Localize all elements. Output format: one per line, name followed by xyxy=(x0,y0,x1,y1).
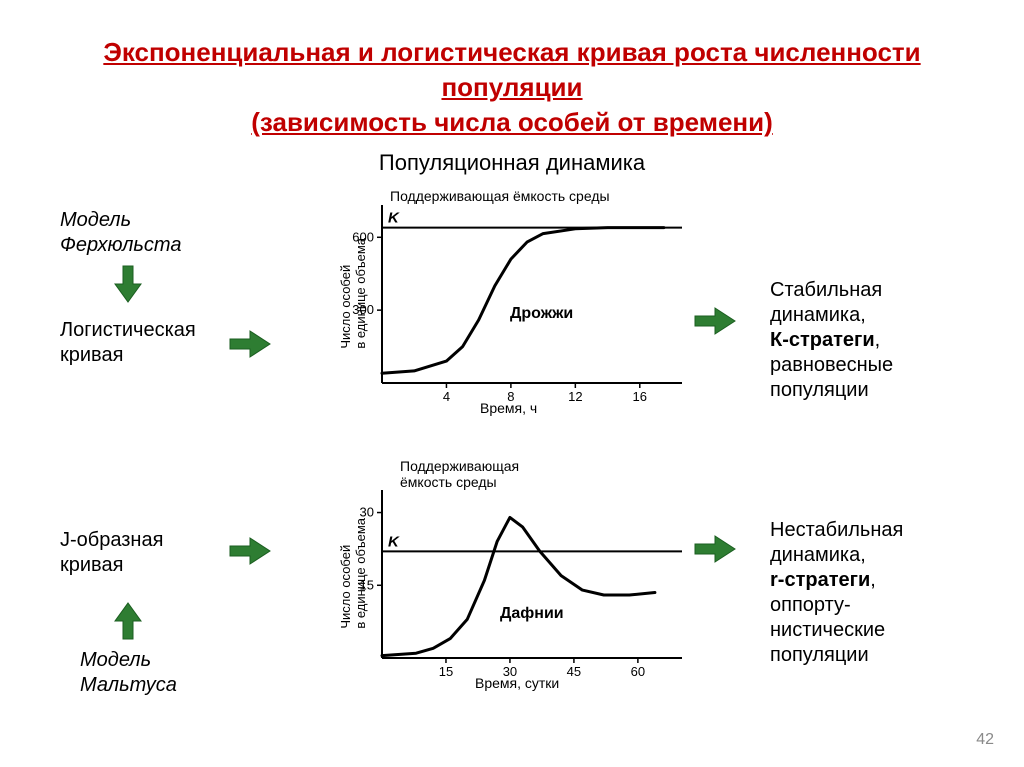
svg-text:600: 600 xyxy=(352,230,374,245)
slide-title: Экспоненциальная и логистическая кривая … xyxy=(0,0,1024,150)
x-axis-label: Время, ч xyxy=(480,400,537,416)
arrow-right-icon xyxy=(230,331,270,357)
page-number: 42 xyxy=(976,731,994,749)
svg-text:Дрожжи: Дрожжи xyxy=(510,305,573,322)
svg-text:16: 16 xyxy=(633,389,647,404)
chart-daphnia: Поддерживающаяёмкость среды Число особей… xyxy=(310,458,690,693)
arrow-right-icon xyxy=(695,308,735,334)
svg-text:30: 30 xyxy=(360,505,374,520)
svg-text:15: 15 xyxy=(439,664,453,679)
arrow-right-icon xyxy=(695,536,735,562)
arrow-up-icon xyxy=(115,603,141,639)
arrow-down-icon xyxy=(115,266,141,302)
svg-text:60: 60 xyxy=(631,664,645,679)
svg-text:Дафнии: Дафнии xyxy=(500,605,564,622)
slide-subtitle: Популяционная динамика xyxy=(0,150,1024,176)
diagram-area: МодельФерхюльста Логистическаякривая J-о… xyxy=(0,188,1024,748)
svg-text:45: 45 xyxy=(567,664,581,679)
svg-text:4: 4 xyxy=(443,389,450,404)
svg-text:15: 15 xyxy=(360,578,374,593)
svg-text:K: K xyxy=(388,210,400,227)
svg-text:K: K xyxy=(388,534,400,551)
x-axis-label: Время, сутки xyxy=(475,675,559,691)
svg-text:12: 12 xyxy=(568,389,582,404)
arrow-right-icon xyxy=(230,538,270,564)
svg-text:300: 300 xyxy=(352,302,374,317)
chart-yeast: Поддерживающая ёмкость среды Число особе… xyxy=(310,188,690,418)
